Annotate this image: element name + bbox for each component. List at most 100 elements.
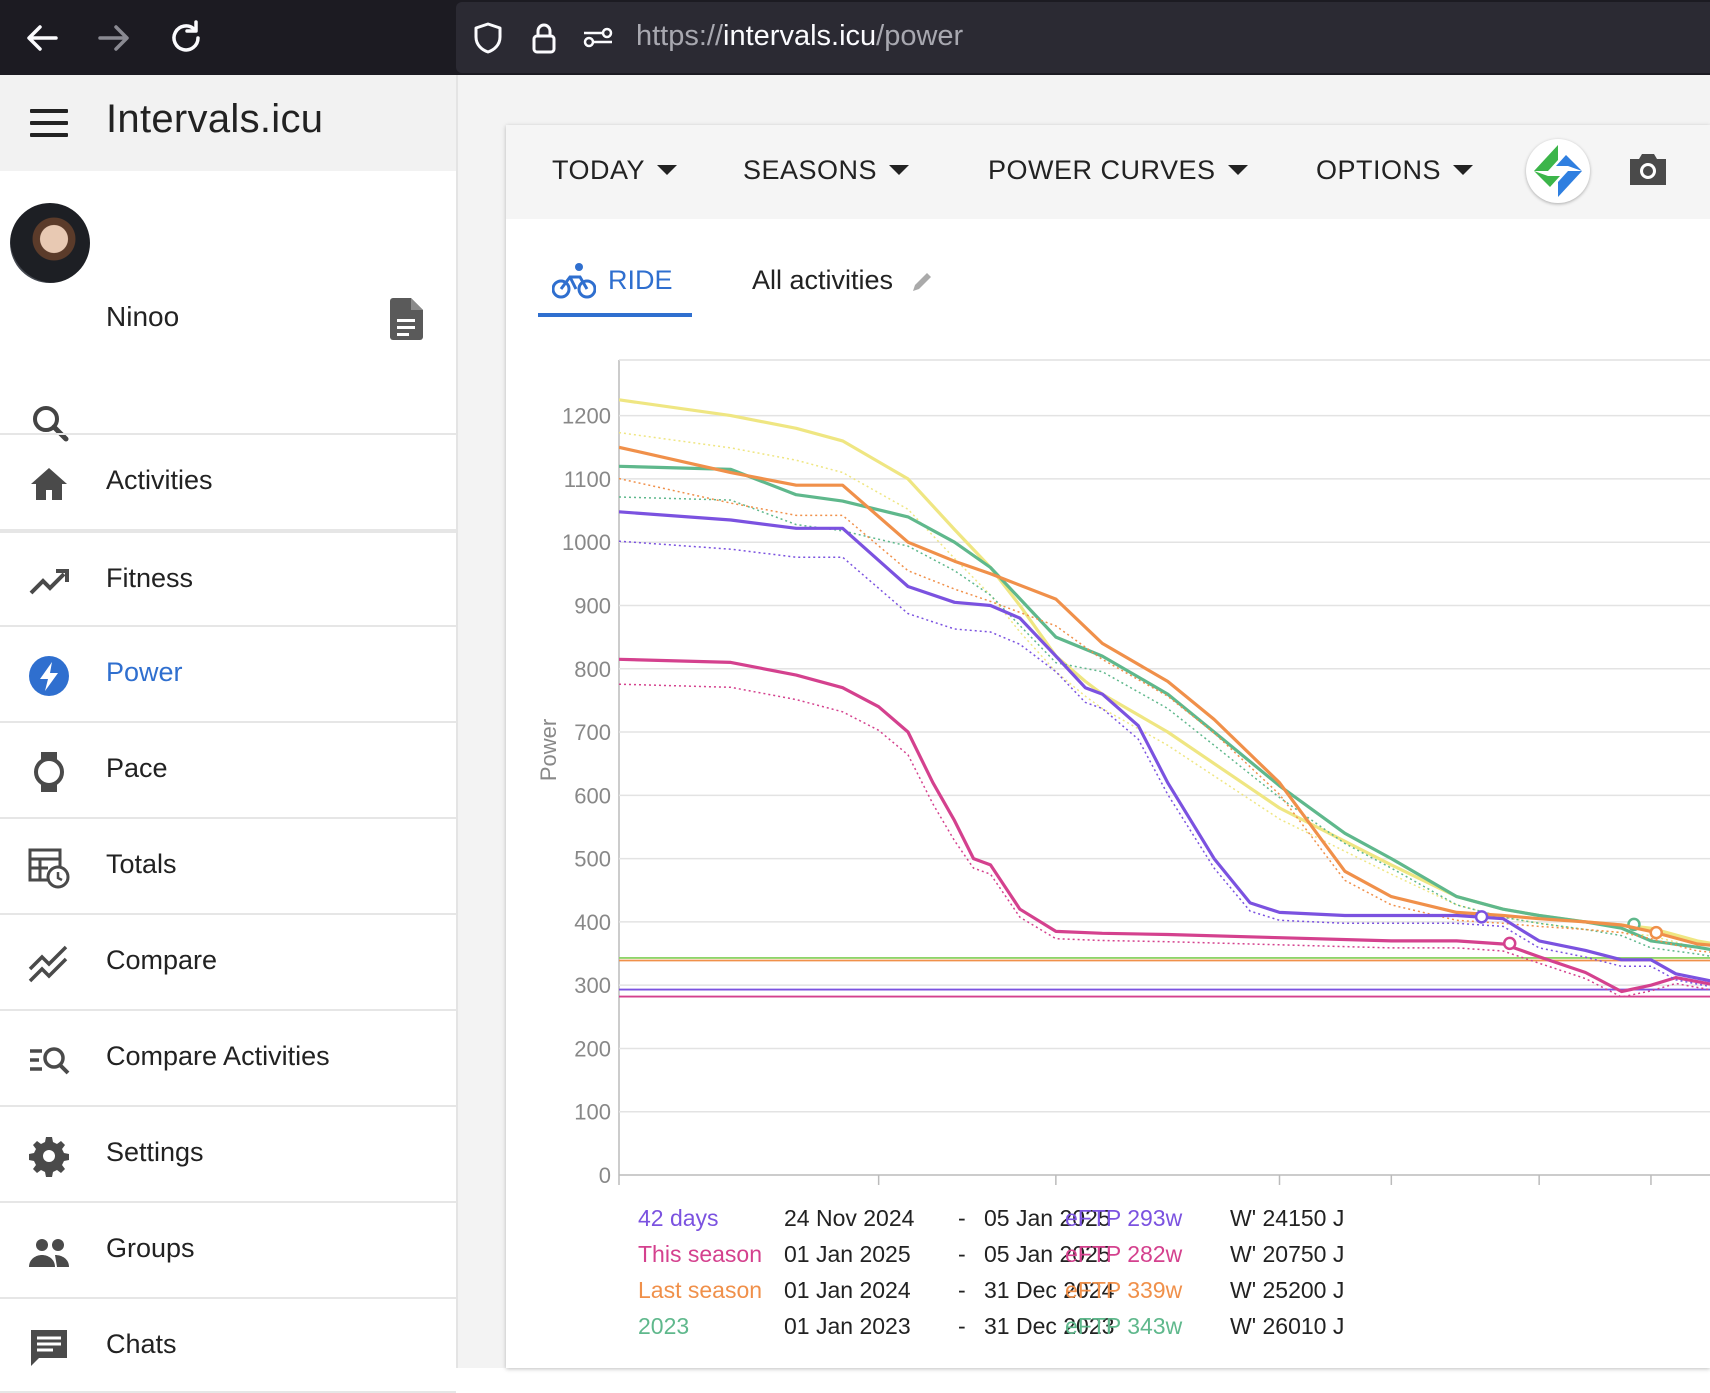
power-toolbar: TODAY SEASONS POWER CURVES OPTIONS [506, 125, 1710, 219]
legend-season-name: 2023 [638, 1313, 690, 1339]
chevron-down-icon [657, 164, 678, 175]
series-line [619, 445, 1710, 947]
reload-icon[interactable] [160, 12, 212, 64]
legend-to-date: 31 Dec 2023 [984, 1313, 1115, 1339]
eftp-point-marker [1502, 936, 1517, 951]
avatar[interactable] [10, 203, 90, 283]
sidebar-item-label: Settings [106, 1137, 204, 1167]
sidebar-item-compare[interactable]: Compare [0, 913, 456, 1009]
table-clock-icon [28, 848, 70, 889]
url-text[interactable]: https://intervals.icu/power [636, 20, 963, 53]
sidebar-item-label: Groups [106, 1233, 195, 1263]
chevron-down-icon [889, 164, 910, 175]
model-curve [619, 683, 1710, 998]
gear-icon [29, 1137, 69, 1177]
sidebar-item-label: Chats [106, 1329, 177, 1359]
y-tick-label: 500 [574, 847, 611, 872]
model-curve [619, 496, 1710, 957]
bicycle-icon [552, 263, 596, 299]
legend-date-separator: - [958, 1205, 966, 1231]
y-tick-label: 700 [574, 720, 611, 745]
permissions-icon[interactable] [580, 20, 616, 56]
y-tick-label: 1100 [564, 467, 611, 492]
eftp-point-marker [1474, 910, 1489, 924]
sidebar-item-activities[interactable]: Activities [0, 433, 456, 529]
chevron-down-icon [1227, 164, 1248, 175]
tab-ride[interactable]: RIDE [538, 255, 692, 317]
browser-toolbar: https://intervals.icu/power [0, 0, 1710, 75]
eftp-point-marker [1649, 925, 1663, 940]
list-search-icon [30, 1047, 70, 1075]
camera-icon[interactable] [1626, 149, 1670, 189]
legend-row[interactable]: Last season 01 Jan 2024 -31 Dec 2024 eFTP 3… [638, 1277, 1698, 1313]
intervals-logo-button[interactable] [1526, 139, 1590, 203]
pencil-icon[interactable] [911, 271, 933, 293]
people-icon [29, 1239, 69, 1267]
series-line [619, 510, 1710, 983]
legend-w-prime: W' 24150 J [1230, 1205, 1345, 1231]
sidebar-item-pace[interactable]: Pace [0, 721, 456, 817]
user-panel: Ninoo [0, 171, 456, 442]
sidebar-item-compare-activities[interactable]: Compare Activities [0, 1009, 456, 1105]
model-curve [619, 477, 1710, 953]
user-name[interactable]: Ninoo [106, 301, 180, 332]
legend-from-date: 01 Jan 2024 [784, 1277, 911, 1303]
legend-eftp: eFTP 293w [1065, 1205, 1183, 1231]
options-dropdown[interactable]: OPTIONS [1316, 155, 1474, 186]
sidebar-item-label: Fitness [106, 563, 194, 593]
main-area: TODAY SEASONS POWER CURVES OPTIONS RIDE … [458, 75, 1710, 1368]
y-tick-label: 1200 [562, 404, 611, 429]
power-curve-chart[interactable]: 0 100 200 300 400 500 600 700 800 900 1000 1100 1200… [506, 335, 1710, 1185]
sidebar-item-settings[interactable]: Settings [0, 1105, 456, 1201]
tab-ride-label: RIDE [608, 265, 673, 295]
power-curves-dropdown[interactable]: POWER CURVES [988, 155, 1248, 186]
hamburger-menu-icon[interactable] [30, 109, 68, 137]
trending-up-icon [29, 569, 69, 595]
series-line [619, 657, 1710, 994]
season-legend: 42 days 24 Nov 2024 -05 Jan 2025 eFTP 293w W… [638, 1205, 1698, 1349]
sidebar-item-chats[interactable]: Chats [0, 1297, 456, 1393]
legend-w-prime: W' 26010 J [1230, 1313, 1345, 1339]
lightning-icon [29, 656, 69, 696]
lock-icon[interactable] [526, 20, 562, 56]
legend-row[interactable]: This season 01 Jan 2025 -05 Jan 2025 eFTP 2… [638, 1241, 1698, 1277]
intervals-logo-icon [1534, 145, 1582, 197]
shield-icon[interactable] [470, 20, 506, 56]
y-axis-label: Power [536, 719, 561, 781]
today-label: TODAY [552, 155, 646, 185]
series-line [619, 464, 1710, 952]
sidebar-item-fitness[interactable]: Fitness [0, 529, 456, 625]
sidebar-item-label: Compare Activities [106, 1041, 330, 1071]
legend-from-date: 01 Jan 2023 [784, 1313, 911, 1339]
options-label: OPTIONS [1316, 155, 1442, 185]
y-tick-label: 800 [574, 657, 611, 682]
legend-from-date: 24 Nov 2024 [784, 1205, 915, 1231]
legend-row[interactable]: 2023 01 Jan 2023 -31 Dec 2023 eFTP 343w W' 2… [638, 1313, 1698, 1349]
url-path: /power [876, 20, 964, 52]
sidebar-item-power[interactable]: Power [0, 625, 456, 721]
forward-icon[interactable] [88, 12, 140, 64]
power-card: TODAY SEASONS POWER CURVES OPTIONS RIDE … [506, 125, 1710, 1368]
sidebar-item-groups[interactable]: Groups [0, 1201, 456, 1297]
sidebar-item-label: Power [106, 657, 183, 687]
sidebar-item-label: Totals [106, 849, 177, 879]
url-scheme: https:// [636, 20, 724, 52]
legend-date-separator: - [958, 1241, 966, 1267]
watch-icon [34, 752, 64, 792]
sidebar-item-totals[interactable]: Totals [0, 817, 456, 913]
y-tick-label: 0 [599, 1163, 611, 1185]
today-dropdown[interactable]: TODAY [552, 155, 678, 186]
back-icon[interactable] [16, 12, 68, 64]
seasons-dropdown[interactable]: SEASONS [743, 155, 910, 186]
legend-to-date: 05 Jan 2025 [984, 1241, 1111, 1267]
legend-eftp: eFTP 339w [1065, 1277, 1183, 1303]
legend-season-name: 42 days [638, 1205, 719, 1231]
address-bar[interactable]: https://intervals.icu/power [456, 2, 1710, 73]
activity-filter[interactable]: All activities [752, 265, 894, 295]
chevron-down-icon [1453, 164, 1474, 175]
document-icon[interactable] [388, 297, 424, 341]
legend-row[interactable]: 42 days 24 Nov 2024 -05 Jan 2025 eFTP 293w W… [638, 1205, 1698, 1241]
legend-season-name: Last season [638, 1277, 763, 1303]
app-title[interactable]: Intervals.icu [106, 97, 324, 141]
model-curve [619, 540, 1710, 988]
